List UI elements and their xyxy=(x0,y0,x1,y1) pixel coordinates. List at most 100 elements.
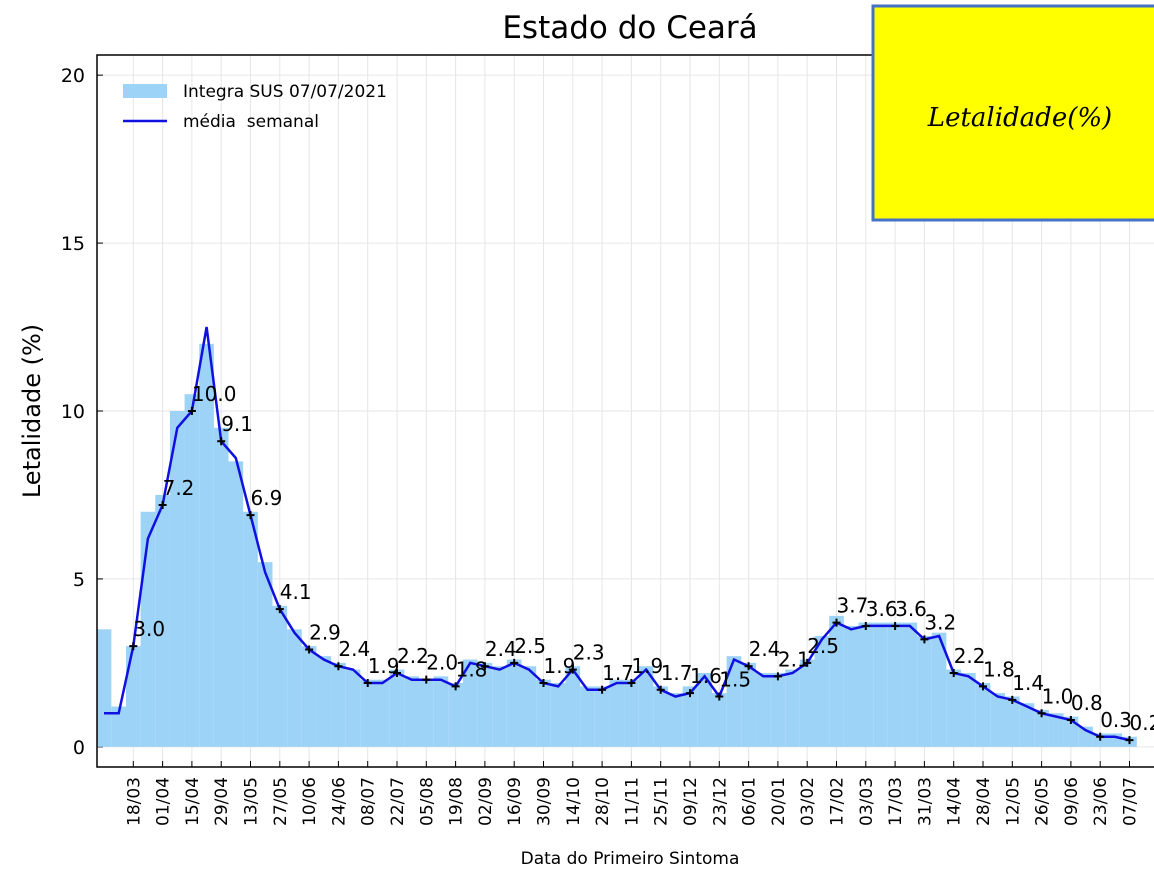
bar xyxy=(550,683,566,747)
data-label: 6.9 xyxy=(251,486,283,510)
bar xyxy=(755,672,771,747)
bar xyxy=(389,669,405,747)
point-marker xyxy=(773,672,782,681)
bar xyxy=(653,686,669,747)
point-marker xyxy=(510,658,519,667)
x-tick-label: 28/04 xyxy=(974,777,994,826)
bar xyxy=(741,662,756,747)
bar xyxy=(125,646,141,747)
bar xyxy=(96,629,112,747)
point-marker xyxy=(715,692,724,701)
y-tick-label: 5 xyxy=(73,569,85,591)
point-marker xyxy=(480,662,489,671)
x-tick-label: 30/09 xyxy=(535,777,555,826)
bar xyxy=(829,615,844,747)
point-marker xyxy=(363,679,372,688)
x-tick-label: 18/03 xyxy=(124,777,144,826)
point-marker xyxy=(627,679,636,688)
bar xyxy=(858,622,874,747)
x-tick-label: 24/06 xyxy=(329,777,349,826)
bar xyxy=(287,629,302,747)
annotation-box xyxy=(871,4,1154,222)
data-label: 2.3 xyxy=(573,641,605,665)
x-tick-label: 25/11 xyxy=(652,777,672,826)
bar xyxy=(799,659,815,747)
data-label: 1.6 xyxy=(690,664,722,688)
bar xyxy=(697,672,712,747)
bar xyxy=(770,672,786,747)
point-marker xyxy=(539,679,548,688)
bar xyxy=(902,622,918,747)
x-tick-label: 26/05 xyxy=(1033,777,1053,826)
data-label: 2.2 xyxy=(397,644,429,668)
x-tick-label: 16/09 xyxy=(505,777,525,826)
y-tick-label: 20 xyxy=(61,65,85,87)
x-tick-label: 08/07 xyxy=(359,777,379,826)
x-tick-label: 27/05 xyxy=(271,777,291,826)
bar xyxy=(375,679,390,747)
x-tick-label: 22/07 xyxy=(388,777,408,826)
y-tick-label: 0 xyxy=(73,737,85,759)
data-label: 1.5 xyxy=(719,667,751,691)
x-tick-label: 03/02 xyxy=(798,777,818,826)
data-label: 3.6 xyxy=(895,597,927,621)
bar xyxy=(1004,696,1020,747)
point-marker xyxy=(158,501,167,510)
x-tick-label: 11/11 xyxy=(622,777,642,826)
data-label: 3.0 xyxy=(133,617,165,641)
bar xyxy=(433,676,449,747)
data-label: 2.2 xyxy=(954,644,986,668)
point-marker xyxy=(246,511,255,520)
y-tick-label: 15 xyxy=(61,233,85,255)
point-marker xyxy=(979,682,987,691)
chart-title: Estado do Ceará xyxy=(502,10,757,46)
x-tick-label: 03/03 xyxy=(857,777,877,826)
x-tick-label: 12/05 xyxy=(1003,777,1023,826)
bar xyxy=(506,659,522,747)
point-marker xyxy=(1037,709,1046,718)
bar xyxy=(565,666,581,747)
x-tick-label: 15/04 xyxy=(183,777,203,826)
point-marker xyxy=(334,662,343,671)
bar xyxy=(711,693,727,747)
bar xyxy=(155,494,170,747)
point-marker xyxy=(832,618,841,627)
bar xyxy=(931,632,947,747)
bar xyxy=(785,669,800,747)
bar xyxy=(199,343,214,747)
point-marker xyxy=(568,665,577,674)
x-tick-label: 10/06 xyxy=(300,777,320,826)
bar xyxy=(404,676,419,747)
data-label: 2.4 xyxy=(749,637,781,661)
point-marker xyxy=(1066,715,1075,724)
x-tick-label: 09/12 xyxy=(681,777,701,826)
data-label: 1.0 xyxy=(1042,684,1074,708)
bar xyxy=(917,636,932,747)
bar xyxy=(990,693,1005,747)
x-tick-label: 31/03 xyxy=(915,777,935,826)
x-tick-label: 07/07 xyxy=(1121,777,1141,826)
data-label: 0.2 xyxy=(1130,711,1154,735)
bar xyxy=(975,683,991,747)
data-label: 0.3 xyxy=(1100,708,1132,732)
bar xyxy=(331,662,346,747)
point-marker xyxy=(920,635,929,644)
point-marker xyxy=(305,645,314,654)
data-label: 7.2 xyxy=(163,476,195,500)
bar xyxy=(682,686,698,747)
y-axis-label: Letalidade (%) xyxy=(18,324,46,498)
point-marker xyxy=(891,621,900,630)
legend-swatch xyxy=(123,84,167,98)
data-label: 1.9 xyxy=(544,654,576,678)
y-tick-label: 10 xyxy=(61,401,85,423)
point-marker xyxy=(744,662,753,671)
x-tick-label: 28/10 xyxy=(593,777,613,826)
bar xyxy=(111,706,126,747)
bar xyxy=(843,625,859,747)
bar xyxy=(213,427,229,747)
data-label: 9.1 xyxy=(221,412,253,436)
x-tick-label: 13/05 xyxy=(242,777,262,826)
x-tick-label: 17/03 xyxy=(886,777,906,826)
data-label: 3.6 xyxy=(866,597,898,621)
point-marker xyxy=(1008,695,1017,704)
